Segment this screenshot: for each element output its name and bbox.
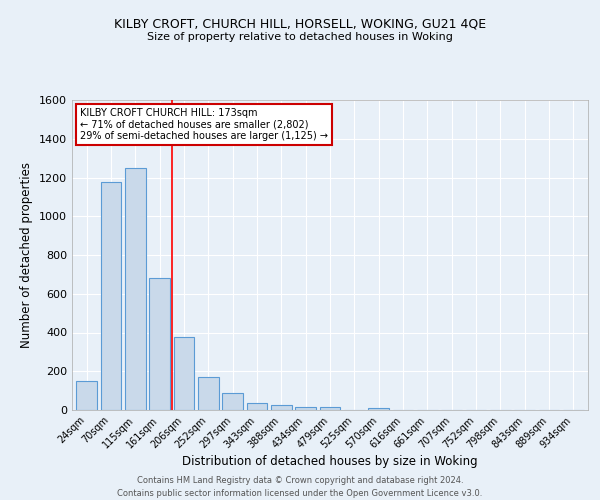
Bar	[76, 381, 97, 410]
Bar	[247, 402, 268, 410]
Text: KILBY CROFT, CHURCH HILL, HORSELL, WOKING, GU21 4QE: KILBY CROFT, CHURCH HILL, HORSELL, WOKIN…	[114, 18, 486, 30]
Text: Size of property relative to detached houses in Woking: Size of property relative to detached ho…	[147, 32, 453, 42]
Bar	[149, 278, 170, 410]
Bar	[271, 404, 292, 410]
Bar	[222, 392, 243, 410]
Bar	[173, 338, 194, 410]
Y-axis label: Number of detached properties: Number of detached properties	[20, 162, 34, 348]
Bar	[125, 168, 146, 410]
Bar	[368, 408, 389, 410]
X-axis label: Distribution of detached houses by size in Woking: Distribution of detached houses by size …	[182, 456, 478, 468]
Text: KILBY CROFT CHURCH HILL: 173sqm
← 71% of detached houses are smaller (2,802)
29%: KILBY CROFT CHURCH HILL: 173sqm ← 71% of…	[80, 108, 328, 141]
Bar	[295, 406, 316, 410]
Bar	[198, 377, 218, 410]
Bar	[320, 407, 340, 410]
Bar	[101, 182, 121, 410]
Text: Contains HM Land Registry data © Crown copyright and database right 2024.
Contai: Contains HM Land Registry data © Crown c…	[118, 476, 482, 498]
